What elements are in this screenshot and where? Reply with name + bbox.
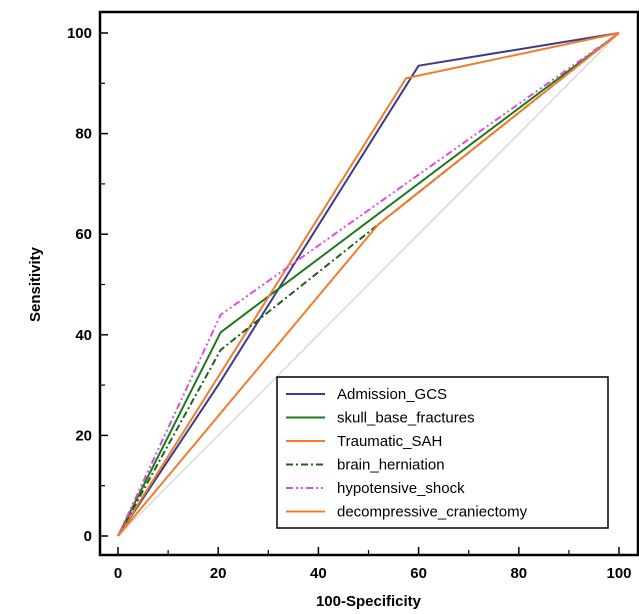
- series-line-hypotensive-shock: [117, 32, 620, 537]
- legend-label: skull_base_fractures: [337, 410, 475, 427]
- series-line-skull-base-fractures: [117, 32, 620, 537]
- legend-label: Admission_GCS: [337, 386, 447, 403]
- plot-frame: [98, 10, 639, 557]
- reference-diagonal: [117, 32, 620, 537]
- series-line-decompressive-craniectomy: [117, 32, 620, 537]
- x-tick-label: 40: [310, 565, 327, 582]
- legend-label: decompressive_craniectomy: [337, 504, 528, 521]
- series-layer: [117, 32, 620, 537]
- y-tick-label: 80: [75, 126, 92, 143]
- y-tick-label: 40: [75, 327, 92, 344]
- x-tick-label: 0: [114, 565, 122, 582]
- series-line-traumatic-sah: [117, 32, 620, 537]
- legend-box: [276, 376, 609, 529]
- y-tick-label: 0: [84, 528, 92, 545]
- x-tick-label: 100: [606, 565, 631, 582]
- x-tick-label: 80: [510, 565, 527, 582]
- y-tick-label: 60: [75, 226, 92, 243]
- legend: Admission_GCS skull_base_fractures Traumat…: [276, 376, 609, 529]
- y-axis-title: Sensitivity: [27, 246, 44, 322]
- series-line-admission-gcs: [117, 32, 620, 537]
- x-axis-title: 100-Specificity: [316, 593, 422, 610]
- y-tick-label: 100: [67, 25, 92, 42]
- legend-label: Traumatic_SAH: [337, 433, 442, 450]
- y-tick-label: 20: [75, 427, 92, 444]
- reference-layer: [117, 32, 620, 537]
- legend-label: hypotensive_shock: [337, 480, 465, 497]
- legend-label: brain_herniation: [337, 457, 445, 474]
- ticks-layer: 0 20 40 60 80 100 0 20 40 60 80 100: [67, 25, 632, 582]
- x-tick-label: 20: [210, 565, 227, 582]
- x-tick-label: 60: [410, 565, 427, 582]
